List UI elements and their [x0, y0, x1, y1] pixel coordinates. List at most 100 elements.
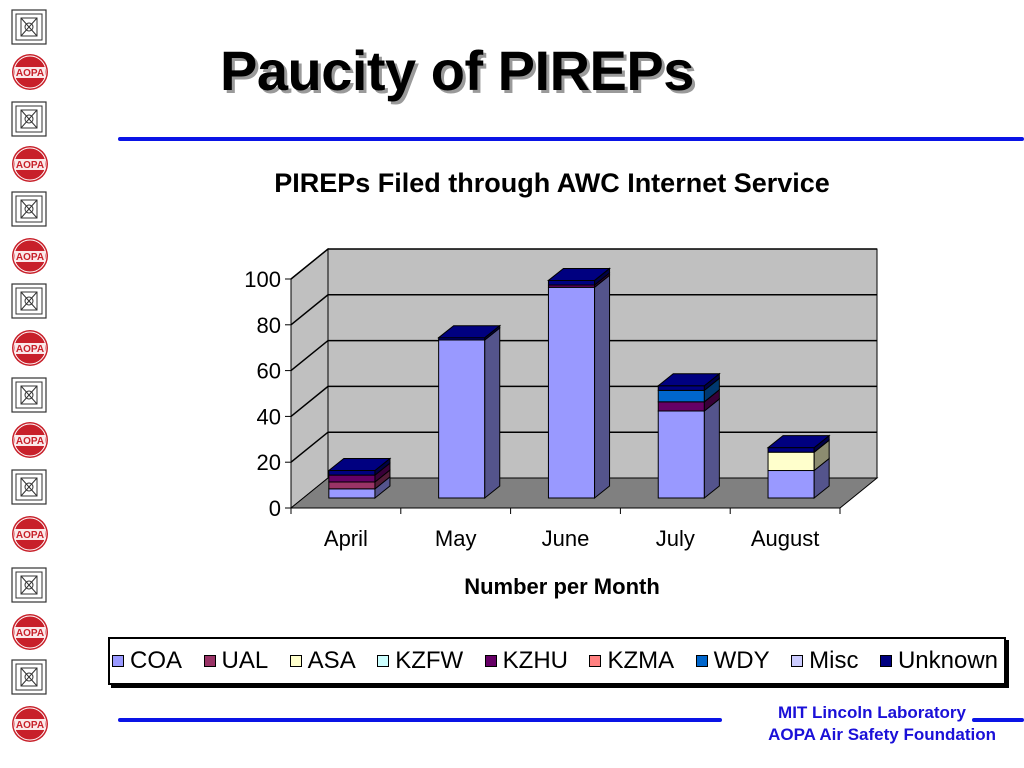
ornament-icon — [11, 101, 47, 137]
bar-top — [327, 458, 392, 472]
aopa-seal-icon: AOPA — [12, 54, 48, 90]
legend-swatch — [589, 655, 602, 667]
bar-segment — [657, 410, 705, 499]
chart-title: PIREPs Filed through AWC Internet Servic… — [274, 168, 830, 198]
bar-segment — [657, 389, 705, 403]
bar-segment — [328, 481, 376, 490]
bar-segment — [328, 488, 376, 499]
legend-label: COA — [130, 647, 183, 674]
bar-segment — [657, 385, 705, 391]
y-tick-label: 40 — [257, 404, 281, 429]
top-divider — [118, 137, 1024, 141]
legend-item: ASA — [289, 647, 356, 675]
y-tick-label: 20 — [257, 450, 281, 475]
ornament-icon — [11, 9, 47, 45]
legend-item: KZMA — [589, 647, 674, 675]
gridline — [290, 339, 877, 372]
y-tick-label: 60 — [257, 359, 281, 384]
aopa-logo-text: AOPA — [16, 720, 44, 731]
legend-swatch — [879, 655, 892, 667]
legend-item: KZHU — [484, 647, 568, 675]
legend-swatch — [695, 655, 708, 667]
gridline — [290, 248, 877, 280]
x-tick-label: August — [751, 526, 820, 551]
legend-swatch — [377, 655, 390, 667]
bottom-divider-right — [972, 718, 1024, 722]
footer: MIT Lincoln Laboratory AOPA Air Safety F… — [768, 702, 996, 746]
slide-title: Paucity of PIREPs — [220, 39, 694, 102]
ornament-icon — [11, 191, 47, 227]
legend-label: WDY — [713, 647, 770, 674]
legend-item: Misc — [791, 647, 858, 675]
legend-item: WDY — [695, 647, 770, 675]
legend-swatch — [289, 655, 302, 667]
bar-segment — [547, 279, 596, 286]
ornament-icon — [11, 469, 47, 505]
legend-swatch — [791, 655, 804, 667]
bar-segment — [767, 447, 815, 453]
sidebar: AOPA AOPA AOPA AOPA AOPA AOPA AOPA AOPA — [0, 0, 60, 768]
x-tick-label: July — [656, 526, 695, 551]
aopa-seal-icon: AOPA — [12, 614, 48, 650]
aopa-seal-icon: AOPA — [12, 238, 48, 274]
aopa-seal-icon: AOPA — [12, 706, 48, 742]
legend-label: UAL — [221, 647, 269, 674]
aopa-logo-text: AOPA — [16, 252, 44, 263]
x-tick-label: May — [435, 526, 477, 551]
bottom-divider-left — [118, 718, 722, 722]
ornament-icon — [11, 377, 47, 413]
legend-label: ASA — [307, 647, 356, 674]
legend-label: Unknown — [897, 647, 998, 674]
y-tick-label: 80 — [257, 313, 281, 338]
ornament-icon — [11, 283, 47, 319]
footer-foundation-line: AOPA Air Safety Foundation — [768, 725, 996, 744]
legend-item: COA — [112, 647, 182, 675]
chart-legend: COA UAL ASA KZFW KZHU KZMA WDY Misc Unknown — [108, 637, 1006, 685]
bar-segment — [438, 339, 486, 499]
bar-segment — [767, 470, 815, 499]
bar-top — [437, 325, 502, 339]
legend-swatch — [203, 655, 216, 667]
bar-segment — [328, 474, 376, 483]
bar-segment — [767, 451, 815, 472]
aopa-logo-text: AOPA — [16, 628, 44, 639]
legend-item: Unknown — [879, 647, 998, 675]
legend-swatch — [112, 655, 124, 667]
ornament-icon — [11, 567, 47, 603]
bar-segment-side — [703, 397, 720, 500]
x-axis-title: Number per Month — [464, 574, 660, 599]
aopa-logo-text: AOPA — [16, 344, 44, 355]
legend-item: UAL — [203, 647, 269, 675]
bar-chart: 0 20 40 60 80 100 April May June July August PIREPs… — [244, 168, 879, 599]
y-tick-label: 100 — [244, 267, 281, 292]
bar-top — [766, 435, 831, 449]
legend-item: KZFW — [377, 647, 463, 675]
bar-top — [547, 267, 611, 281]
aopa-logo-text: AOPA — [16, 160, 44, 171]
aopa-logo-text: AOPA — [16, 530, 44, 541]
ornament-icon — [11, 659, 47, 695]
aopa-seal-icon: AOPA — [12, 146, 48, 182]
aopa-logo-text: AOPA — [16, 436, 44, 447]
bar-segment-side — [594, 274, 611, 500]
bar-segment — [547, 286, 596, 499]
aopa-logo-text: AOPA — [16, 68, 44, 79]
aopa-seal-icon: AOPA — [12, 422, 48, 458]
legend-swatch — [484, 655, 497, 667]
footer-org-line: MIT Lincoln Laboratory — [778, 703, 966, 722]
legend-label: Misc — [809, 647, 859, 674]
aopa-seal-icon: AOPA — [12, 330, 48, 366]
legend-label: KZHU — [502, 647, 568, 674]
aopa-seal-icon: AOPA — [12, 516, 48, 552]
gridline — [290, 294, 877, 326]
legend-label: KZMA — [607, 647, 675, 674]
chart-side-wall — [290, 247, 329, 510]
y-tick-label: 0 — [269, 496, 281, 521]
legend-label: KZFW — [395, 647, 464, 674]
bar-segment — [328, 470, 376, 476]
x-tick-label: April — [324, 526, 368, 551]
x-tick-label: June — [542, 526, 590, 551]
bar-segment — [657, 401, 705, 412]
bar-top — [656, 373, 721, 387]
bar-segment-side — [484, 326, 501, 500]
